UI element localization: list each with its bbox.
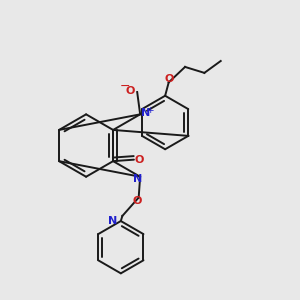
Text: −: − xyxy=(119,80,130,93)
Text: O: O xyxy=(135,155,144,165)
Text: O: O xyxy=(126,85,135,96)
Text: O: O xyxy=(165,74,174,84)
Text: N: N xyxy=(141,108,150,118)
Text: N: N xyxy=(108,216,117,226)
Text: O: O xyxy=(133,196,142,206)
Text: N: N xyxy=(133,174,142,184)
Text: +: + xyxy=(146,106,154,115)
